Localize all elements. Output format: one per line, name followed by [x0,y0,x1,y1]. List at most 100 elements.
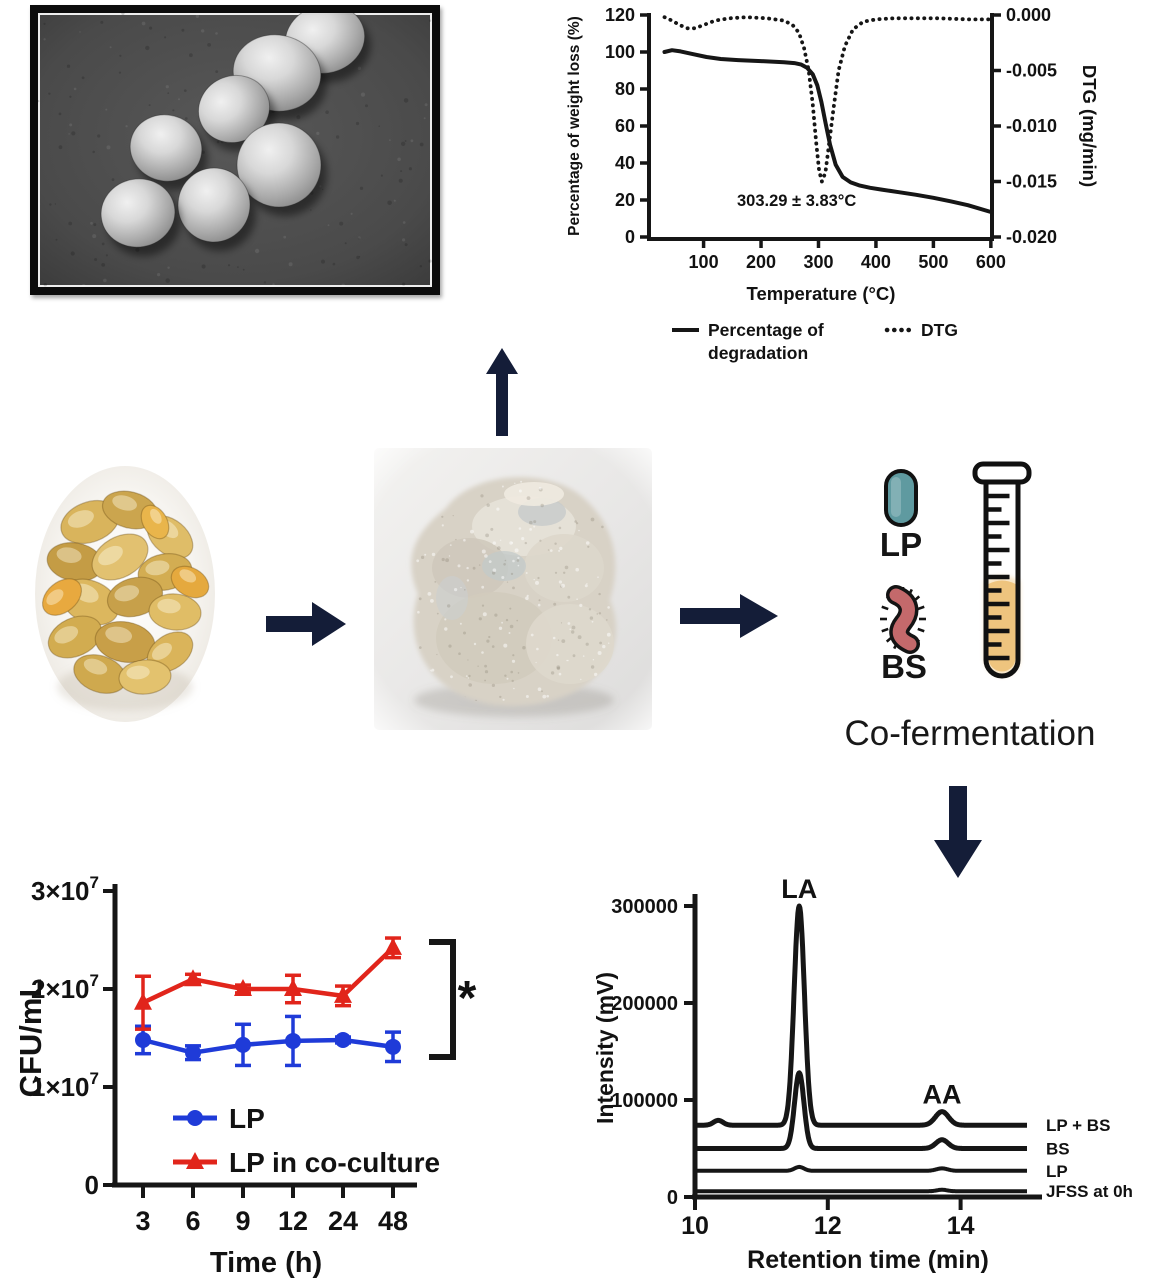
speckle [66,64,71,68]
jackfruit-seeds-image [30,452,220,727]
speckle [401,141,406,146]
xtick-label: 12 [278,1206,308,1236]
marker-triangle [334,985,352,1003]
speckle [428,19,432,22]
ytick-left-label: 40 [615,153,635,173]
seed-powder-photo [374,448,652,730]
speckle [92,234,97,239]
speckle [105,254,108,257]
trace-lp-+-bs [693,903,1029,1128]
speckle [145,45,150,51]
speckle [81,76,85,80]
series-line [142,946,395,1005]
degradation-temp-annotation: 303.29 ± 3.83°C [737,192,856,210]
speckle [37,100,40,103]
speckle [357,237,360,240]
speckle [111,178,115,182]
bs-spike [881,627,889,633]
ytick-left-label: 120 [605,5,635,25]
speckle [92,150,95,154]
trace-label: JFSS at 0h [1046,1182,1133,1201]
speckle [378,125,381,127]
series-lp [135,1014,401,1068]
xtick-label: 9 [235,1206,250,1236]
arrow-right-icon [680,594,778,638]
marker-triangle [184,969,202,987]
speckle [227,264,231,267]
tube-liquid-glow [984,576,1020,676]
speckle [105,108,108,111]
xtick-label: 24 [328,1206,358,1236]
marker-circle [235,1036,251,1053]
speckle [167,92,170,95]
speckle [207,43,212,47]
ytick-label: 2×107 [31,971,99,1004]
speckle [316,131,320,135]
peak-label: AA [923,1080,962,1110]
xtick-label: 400 [861,252,891,272]
speckle [125,125,128,128]
marker-circle [335,1031,351,1048]
speckle [93,223,97,227]
speckle [359,186,364,190]
lp-capsule [884,469,918,527]
speckle [118,71,122,74]
x-axis-title: Time (h) [210,1247,322,1279]
lp-bacterium-icon [884,469,918,527]
ytick-right-label: -0.015 [1006,172,1057,192]
legend-label: DTG [921,320,958,340]
speckle [164,36,167,39]
speckle [167,266,170,269]
speckle [428,259,432,263]
series-lp-in-co-culture [134,936,402,1031]
xtick-label: 48 [378,1206,408,1236]
cfu-chart-panel: 0 1×107 2×107 3×107 3 6 9 12 24 48 Time (h) CFU/mL L… [13,872,485,1280]
speckle [201,264,206,269]
speckle [272,283,275,286]
y-axis-title-left: Percentage of weight loss (%) [566,16,583,236]
speckle [288,262,293,267]
speckle [404,243,408,247]
significance-asterisk: * [458,972,477,1025]
speckle [68,133,70,135]
speckle [81,284,86,288]
marker-triangle [134,992,152,1010]
speckle [358,256,361,258]
marker-circle [285,1032,301,1049]
tube-graduations [988,493,1010,661]
speckle [350,212,353,215]
speckle [106,145,111,150]
series-line [142,1037,394,1055]
speckle [43,22,46,25]
lp-label: LP [879,526,923,563]
lp-highlight [891,477,901,517]
speckle [356,255,360,260]
speckle [393,199,396,202]
speckle [201,29,205,33]
hplc-chart-panel: 0 100000 200000 300000 10 12 14 Retention time … [588,868,1163,1280]
ytick-label: 300000 [611,896,678,918]
speckle [49,203,52,206]
sem-micrograph-panel [30,4,440,295]
speckle [73,87,77,91]
tga-dtg-chart: 0 20 40 60 80 100 120 0.000 -0.005 -0.010 -0.015 -0… [566,5,1100,363]
speckle [103,278,107,283]
ytick-left-label: 0 [625,227,635,247]
speckle [254,248,260,254]
marker-circle [135,1031,151,1048]
sem-micrograph-image [36,4,432,288]
bs-spike [917,627,925,633]
ytick-right-label: 0.000 [1006,5,1051,25]
speckle [403,98,409,103]
marker-triangle [384,937,402,955]
speckle [68,221,73,226]
speckle [36,180,40,183]
speckle [94,258,98,261]
ytick-left-label: 60 [615,116,635,136]
speckle [419,142,424,147]
legend-label: Percentage of [708,320,824,340]
speckle [69,95,72,99]
marker-circle [185,1044,201,1061]
ytick-right-label: -0.010 [1006,116,1057,136]
xtick-label: 14 [947,1212,975,1240]
